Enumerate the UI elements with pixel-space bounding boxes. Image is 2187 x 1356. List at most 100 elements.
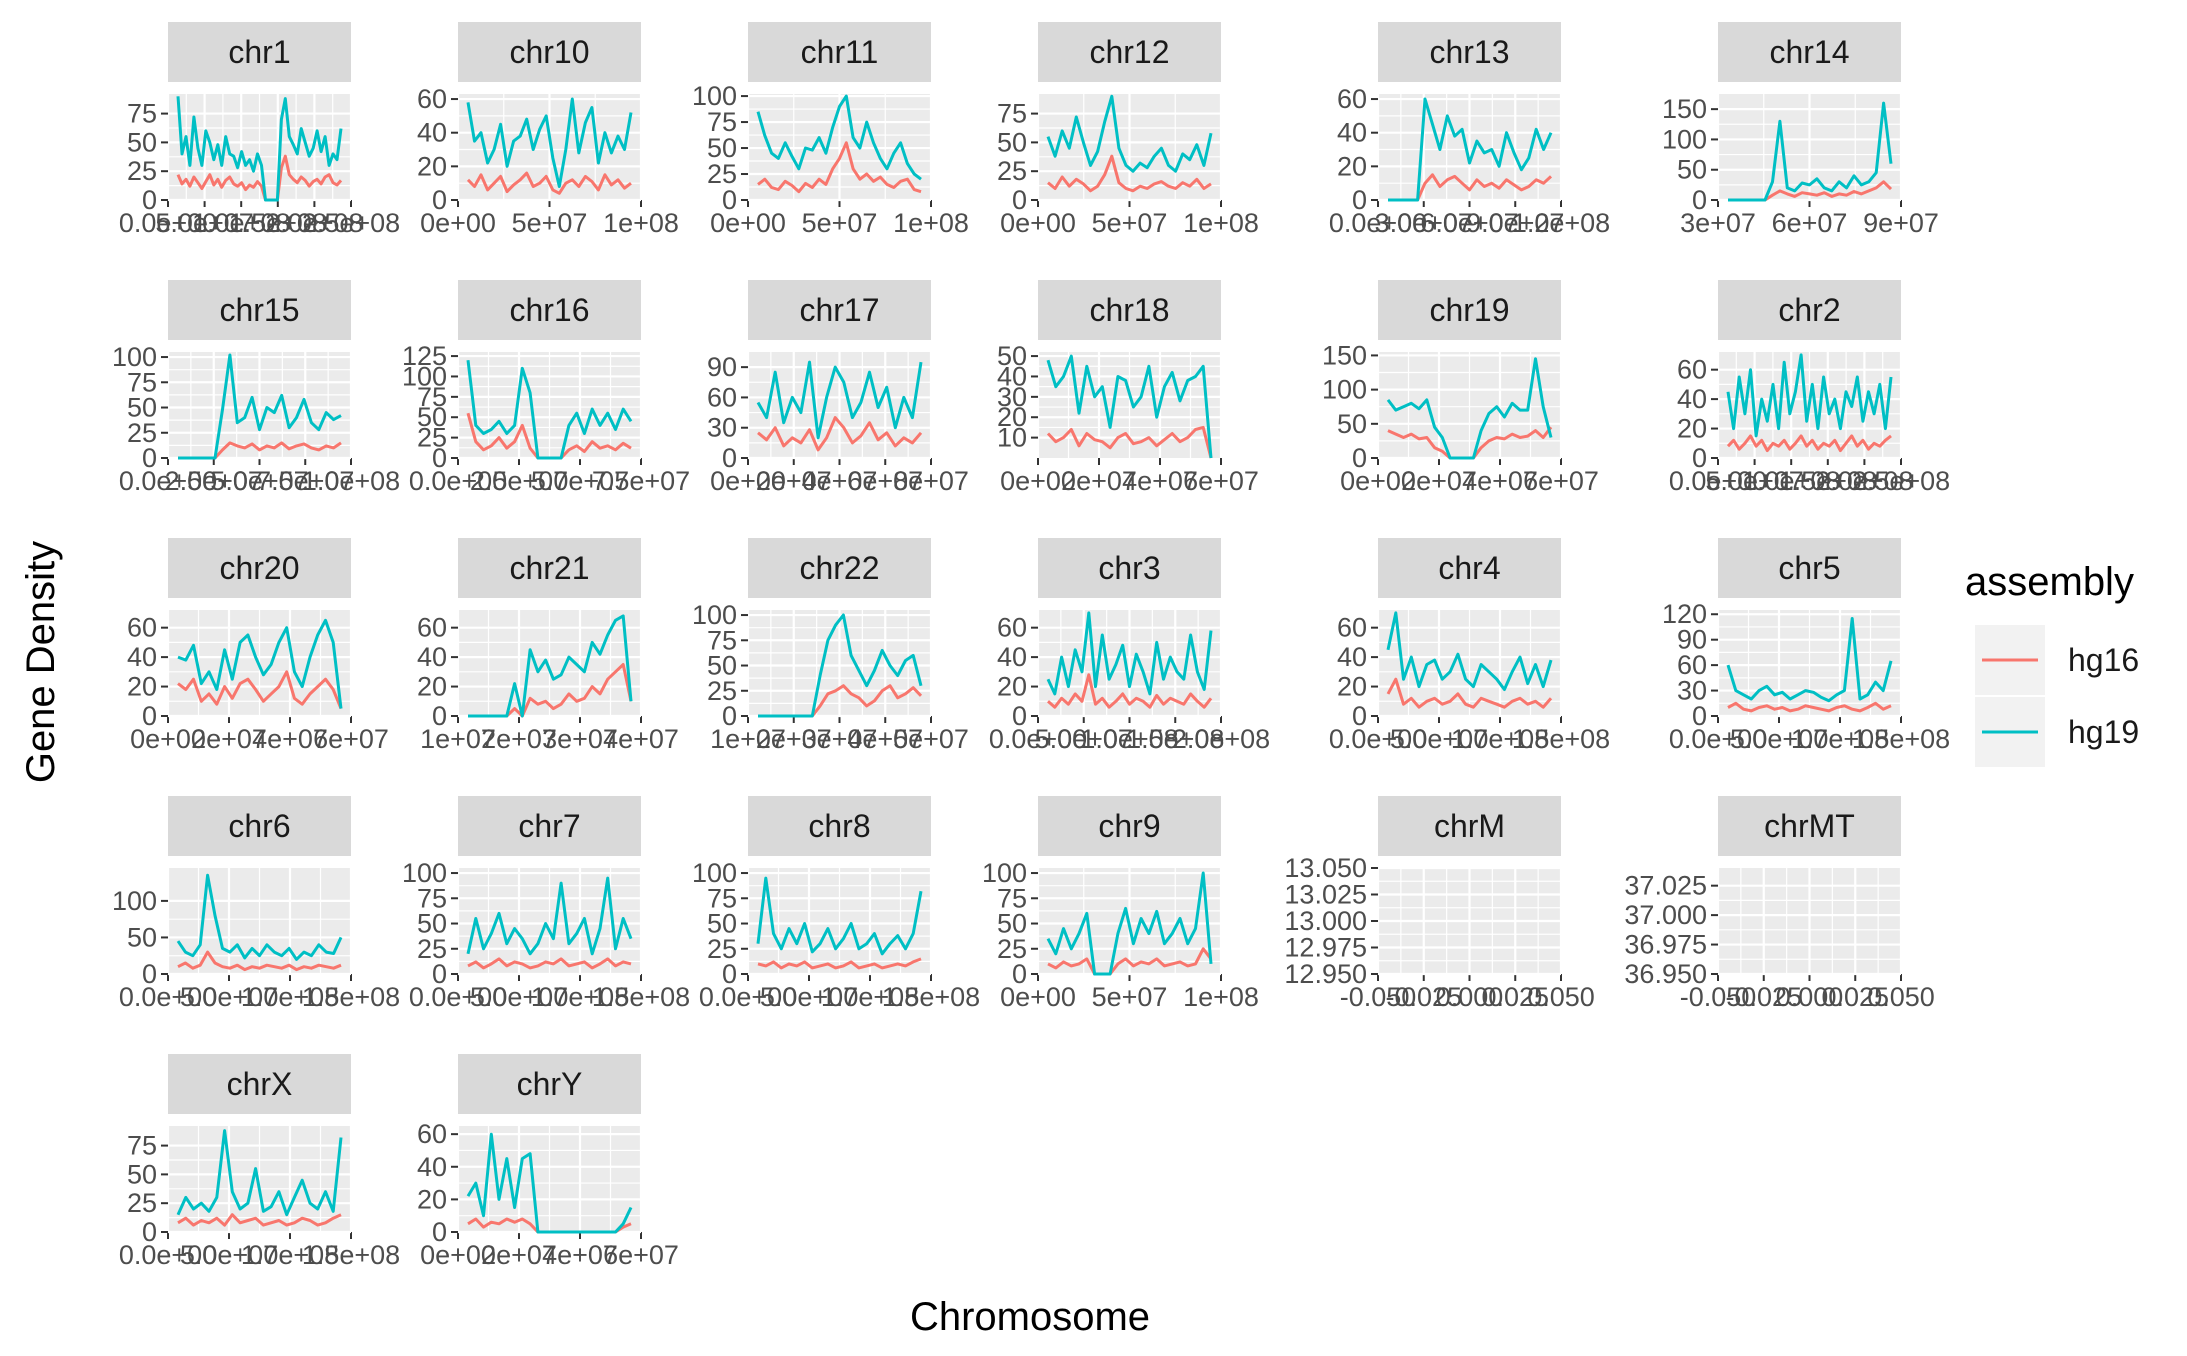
series-line-hg16	[1727, 701, 1892, 713]
y-tick-label: 40	[997, 642, 1027, 672]
x-tick-label: 4e+07	[847, 724, 923, 754]
series-line-hg19	[1046, 611, 1213, 696]
x-tick-label: 5.0e+07	[180, 1240, 278, 1270]
x-tick-label: 0.0e+00	[119, 466, 217, 496]
facet-strip	[748, 280, 931, 340]
x-tick-label: 0.0e+00	[1669, 724, 1767, 754]
x-tick-label: 4e+07	[1462, 466, 1538, 496]
y-tick-label: 0	[142, 443, 157, 473]
facet-strip	[458, 538, 641, 598]
facet-label: chr1	[228, 34, 290, 70]
series-line-hg16	[757, 141, 922, 194]
y-tick-label: 60	[997, 613, 1027, 643]
x-tick-label: 5.0e+07	[1035, 724, 1133, 754]
y-tick-label: 13.050	[1284, 853, 1367, 883]
x-tick-label: 1e+08	[603, 208, 679, 238]
y-tick-label: 0	[142, 1217, 157, 1247]
facet-strip	[1718, 538, 1901, 598]
x-tick-label: 4e+07	[1122, 466, 1198, 496]
x-tick-label: 1.5e+08	[1852, 724, 1950, 754]
x-tick-label: 0.000	[1436, 982, 1504, 1012]
facet-strip	[1378, 22, 1561, 82]
facet-label: chr9	[1098, 808, 1160, 844]
y-tick-label: 90	[707, 352, 737, 382]
series-line-hg16	[466, 171, 632, 195]
x-tick-label: 0.0e+00	[1669, 466, 1767, 496]
facet-label: chr11	[801, 34, 879, 70]
y-tick-label: 40	[1337, 642, 1367, 672]
x-tick-label: 3e+07	[1680, 208, 1756, 238]
x-tick-label: 2e+07	[481, 724, 557, 754]
y-tick-label: 60	[1677, 650, 1707, 680]
x-tick-label: 0e+00	[130, 724, 206, 754]
y-tick-label: 40	[127, 642, 157, 672]
x-tick-label: 6e+07	[1523, 466, 1599, 496]
x-tick-label: -0.025	[1385, 982, 1462, 1012]
x-tick-label: 0e+00	[1000, 466, 1076, 496]
x-tick-label: 0.050	[1867, 982, 1935, 1012]
x-tick-label: 1.0e+08	[241, 1240, 339, 1270]
x-tick-label: 5.0e+07	[180, 982, 278, 1012]
x-tick-label: 9e+07	[1863, 208, 1939, 238]
y-tick-label: 75	[707, 625, 737, 655]
x-tick-label: 2.0e+08	[1815, 466, 1913, 496]
y-tick-label: 40	[1337, 118, 1367, 148]
x-tick-label: 2e+07	[756, 466, 832, 496]
x-tick-label: 0e+00	[1000, 982, 1076, 1012]
y-tick-label: 25	[997, 934, 1027, 964]
facet-strip	[1718, 280, 1901, 340]
y-tick-label: 0	[1692, 185, 1707, 215]
y-tick-label: 0	[722, 959, 737, 989]
y-tick-label: 100	[982, 858, 1027, 888]
y-tick-label: 50	[707, 909, 737, 939]
x-tick-label: 0.0e+00	[1329, 724, 1427, 754]
x-tick-label: 8e+07	[893, 466, 969, 496]
facet-strip	[168, 22, 351, 82]
y-tick-label: 100	[112, 886, 157, 916]
y-tick-label: 20	[417, 672, 447, 702]
x-axis-title: Chromosome	[910, 1295, 1150, 1339]
x-tick-label: 5.0e+07	[1390, 724, 1488, 754]
series-line-hg16	[177, 950, 342, 972]
facet-label: chr10	[509, 34, 589, 70]
y-tick-label: 75	[127, 1131, 157, 1161]
series-line-hg19	[177, 618, 343, 709]
x-tick-label: 5.0e+07	[210, 466, 308, 496]
y-tick-label: 50	[417, 402, 447, 432]
y-tick-label: 100	[692, 81, 737, 111]
x-tick-label: 2.0e+08	[1172, 724, 1270, 754]
x-tick-label: 6.0e+07	[1420, 208, 1518, 238]
y-tick-label: 40	[417, 118, 447, 148]
y-tick-label: 60	[1337, 84, 1367, 114]
x-tick-label: 4e+07	[603, 724, 679, 754]
x-tick-label: 1e+07	[710, 724, 786, 754]
x-tick-label: 7.5e+07	[256, 466, 354, 496]
series-line-hg19	[1388, 97, 1553, 202]
x-tick-label: 1.0e+08	[192, 208, 290, 238]
x-tick-label: 0.0e+00	[119, 1240, 217, 1270]
y-tick-label: 75	[707, 107, 737, 137]
x-tick-label: 1.0e+08	[241, 982, 339, 1012]
x-tick-label: 1.5e+08	[302, 1240, 400, 1270]
y-tick-label: 0	[432, 1217, 447, 1247]
y-tick-label: 36.950	[1624, 959, 1707, 989]
facet-label: chrY	[517, 1066, 583, 1102]
y-tick-label: 100	[692, 600, 737, 630]
y-tick-label: 30	[1677, 676, 1707, 706]
facet-label: chrMT	[1764, 808, 1855, 844]
y-tick-label: 20	[417, 151, 447, 181]
y-tick-label: 20	[997, 672, 1027, 702]
series-line-hg19	[1728, 101, 1893, 202]
series-line-hg19	[1726, 617, 1893, 703]
y-tick-label: 0	[1012, 959, 1027, 989]
x-tick-label: 0.0e+00	[1329, 208, 1427, 238]
x-tick-label: 1.5e+08	[592, 982, 690, 1012]
series-line-hg19	[1386, 611, 1553, 691]
x-tick-label: 1.0e+08	[1080, 724, 1178, 754]
y-tick-label: 40	[417, 642, 447, 672]
y-tick-label: 75	[997, 883, 1027, 913]
x-tick-label: 2e+07	[1401, 466, 1477, 496]
series-line-hg19	[176, 96, 343, 202]
y-tick-label: 60	[417, 613, 447, 643]
x-tick-label: 0.0e+00	[699, 982, 797, 1012]
